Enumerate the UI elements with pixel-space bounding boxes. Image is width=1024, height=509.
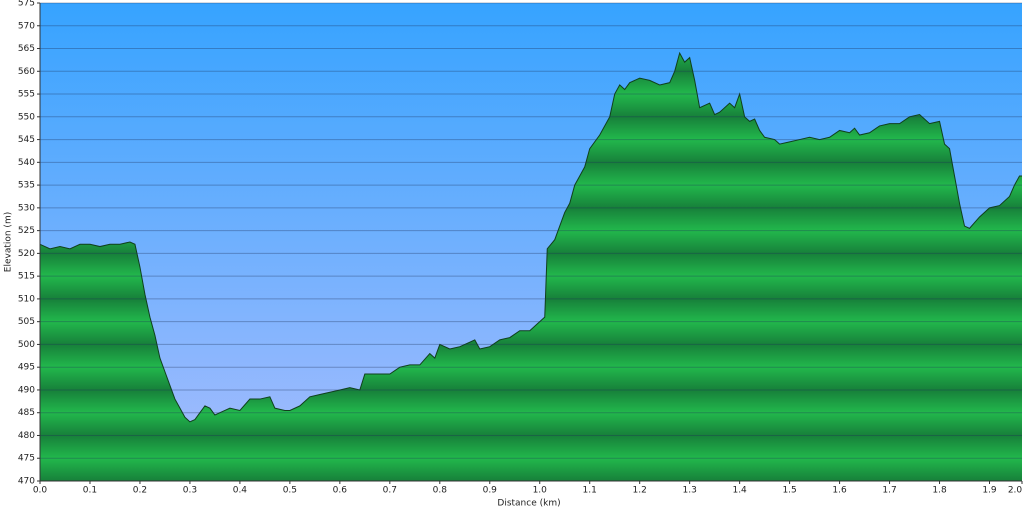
x-tick-label: 0.7	[383, 486, 397, 496]
y-tick-label: 530	[18, 203, 35, 213]
x-tick-label: 1.8	[932, 486, 947, 496]
y-tick-label: 535	[18, 181, 35, 191]
x-tick-label: 1.5	[782, 486, 796, 496]
y-tick-label: 520	[18, 249, 35, 259]
y-tick-label: 490	[18, 385, 35, 395]
x-tick-label: 0.9	[483, 486, 498, 496]
x-tick-label: 0.2	[133, 486, 147, 496]
elevation-line	[39, 51, 1022, 423]
x-tick-label: 0.5	[283, 486, 297, 496]
x-tick-label: 1.0	[533, 486, 548, 496]
x-tick-label: 1.1	[583, 486, 597, 496]
x-tick-label: 1.7	[882, 486, 896, 496]
y-tick-label: 525	[18, 226, 35, 236]
x-tick-label: 0.1	[83, 486, 97, 496]
x-axis-title: Distance (km)	[497, 499, 560, 509]
y-tick-label: 505	[18, 317, 35, 327]
y-axis-title: Elevation (m)	[4, 212, 14, 272]
x-tick-label: 0.0	[33, 486, 48, 496]
y-tick-label: 565	[18, 44, 35, 54]
y-tick-label: 555	[18, 90, 35, 100]
x-tick-label: 1.9	[982, 486, 997, 496]
y-tick-label: 515	[18, 272, 35, 282]
x-tick-label: 0.4	[233, 486, 248, 496]
y-tick-label: 500	[18, 340, 35, 350]
area-fill	[40, 53, 1022, 481]
x-tick-label: 1.4	[732, 486, 747, 496]
y-tick-label: 540	[18, 158, 35, 168]
x-tick-label: 0.6	[333, 486, 348, 496]
y-tick-label: 570	[18, 21, 35, 31]
x-tick-label: 1.6	[832, 486, 847, 496]
y-tick-label: 550	[18, 112, 35, 122]
y-tick-label: 475	[18, 454, 35, 464]
x-tick-label: 1.3	[683, 486, 697, 496]
y-tick-label: 575	[18, 0, 35, 9]
y-tick-label: 560	[18, 67, 35, 77]
y-tick-label: 470	[18, 477, 35, 487]
x-tick-label: 0.8	[433, 486, 448, 496]
x-tick-label: 2.0	[1008, 486, 1023, 496]
y-tick-label: 495	[18, 363, 35, 373]
y-tick-label: 485	[18, 408, 35, 418]
y-tick-label: 480	[18, 431, 35, 441]
y-tick-label: 545	[18, 135, 35, 145]
x-tick-label: 0.3	[183, 486, 197, 496]
x-tick-label: 1.2	[633, 486, 647, 496]
y-tick-label: 510	[18, 294, 35, 304]
